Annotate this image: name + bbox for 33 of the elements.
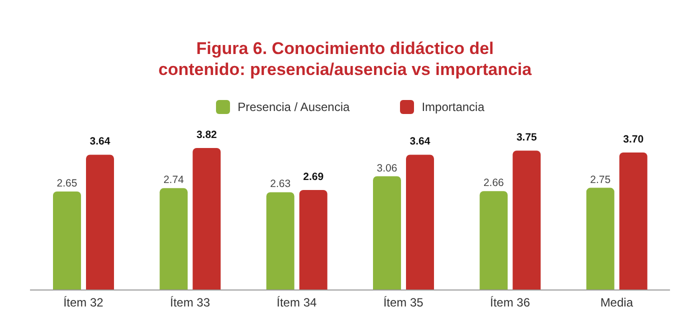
data-label: 3.64 (410, 136, 430, 148)
x-tick-label: Ítem 35 (383, 296, 424, 310)
x-tick-label: Ítem 36 (490, 296, 530, 310)
data-label: 3.64 (90, 136, 110, 148)
data-label: 2.69 (303, 171, 324, 184)
x-tick-label: Ítem 34 (276, 296, 317, 310)
data-label: 3.70 (623, 133, 644, 146)
bar (266, 192, 294, 290)
bar (512, 150, 541, 290)
bar (160, 188, 188, 290)
legend-label: Presencia / Ausencia (236, 100, 350, 114)
x-tick-label: Ítem 32 (63, 296, 104, 310)
data-label: 2.66 (483, 177, 504, 190)
data-label: 2.65 (56, 177, 78, 190)
data-label: 3.06 (376, 162, 398, 174)
bar (586, 188, 614, 290)
data-label: 3.75 (516, 132, 538, 144)
bar (480, 191, 508, 290)
data-label: 2.75 (590, 174, 611, 186)
legend-label: Importancia (420, 100, 484, 114)
bar (406, 154, 434, 290)
data-label: 3.82 (196, 129, 218, 141)
bar (619, 152, 648, 290)
bar (373, 176, 401, 290)
data-label: 2.74 (163, 174, 184, 186)
x-tick-label: Media (600, 296, 634, 310)
x-tick-label: Ítem 33 (170, 296, 210, 310)
bar (299, 190, 328, 290)
chart-title: Figura 6. Conocimiento didáctico del contenido: presencia/ausencia vs importancia (157, 38, 533, 80)
data-label: 2.63 (270, 178, 291, 190)
bar (192, 148, 221, 290)
bar (86, 154, 114, 290)
bar (53, 191, 81, 290)
